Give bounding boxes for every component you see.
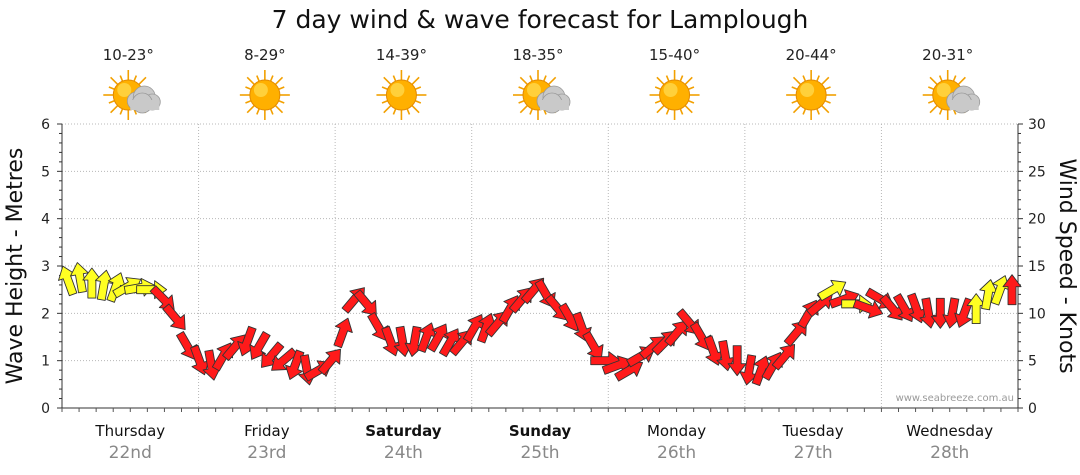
day-date: 23rd	[247, 443, 286, 463]
temperature-labels: 10-23° 8-29° 14-39° 18-35° 15-40° 20-44° 20-31…	[103, 46, 974, 64]
day-temp: 20-31°	[922, 46, 973, 64]
partly-cloudy-icon	[513, 70, 571, 120]
left-tick-label: 4	[41, 212, 50, 228]
right-tick-label: 10	[1028, 306, 1046, 322]
day-name: Thursday	[94, 422, 165, 440]
wind-arrow	[285, 349, 305, 380]
wind-arrow	[806, 293, 833, 318]
chart-title: 7 day wind & wave forecast for Lamplough	[272, 5, 809, 34]
right-tick-label: 30	[1028, 117, 1046, 133]
wind-arrow	[582, 331, 604, 360]
wind-arrow	[727, 345, 747, 377]
right-axis-title: Wind Speed - Knots	[1054, 158, 1079, 373]
day-date: 28th	[930, 443, 969, 463]
left-axis: 0 1 2 3 4 5 6	[41, 117, 63, 417]
day-name: Tuesday	[782, 422, 844, 440]
partly-cloudy-icon	[922, 70, 981, 120]
right-tick-label: 25	[1028, 164, 1046, 180]
wind-arrow	[333, 317, 353, 349]
wind-arrow	[771, 343, 796, 371]
wind-arrow	[1002, 274, 1022, 306]
right-tick-label: 20	[1028, 212, 1046, 228]
wind-arrow	[249, 331, 271, 360]
day-date: 26th	[657, 443, 696, 463]
day-date: 22nd	[109, 443, 152, 463]
wind-arrows	[58, 262, 1022, 387]
sun-icon	[786, 70, 837, 120]
day-date: 27th	[794, 443, 833, 463]
day-name: Wednesday	[906, 422, 993, 440]
wind-arrow	[930, 297, 950, 329]
day-temp: 8-29°	[244, 46, 286, 64]
day-name: Sunday	[509, 422, 572, 440]
day-temp: 20-44°	[786, 46, 837, 64]
day-name: Friday	[244, 422, 290, 440]
wind-arrow	[783, 320, 808, 347]
left-tick-label: 0	[41, 401, 50, 417]
right-tick-label: 5	[1028, 354, 1037, 370]
left-tick-label: 6	[41, 117, 50, 133]
wind-arrow	[162, 303, 186, 331]
wind-arrow	[817, 279, 847, 302]
right-tick-label: 0	[1028, 401, 1037, 417]
day-temp: 14-39°	[376, 46, 427, 64]
credit-text: www.seabreeze.com.au	[896, 393, 1014, 404]
wind-arrow	[317, 348, 341, 376]
partly-cloudy-icon	[103, 70, 161, 120]
right-axis: 0 5 10 15 20 25 30	[1017, 117, 1046, 417]
sun-icon	[649, 70, 700, 120]
left-tick-label: 2	[41, 306, 50, 322]
left-tick-label: 1	[41, 354, 50, 370]
wind-arrow	[70, 262, 89, 294]
left-tick-label: 5	[41, 164, 50, 180]
sun-icon	[376, 70, 427, 120]
day-temp: 15-40°	[649, 46, 700, 64]
wind-arrow	[852, 299, 884, 319]
wind-arrow	[271, 347, 298, 371]
wind-arrow	[353, 289, 377, 316]
day-labels: Thursday 22nd Friday 23rd Saturday 24th Sunday…	[61, 408, 1019, 463]
day-date: 25th	[520, 443, 559, 463]
day-name: Saturday	[365, 422, 442, 440]
weather-icons	[103, 70, 981, 120]
day-temp: 10-23°	[103, 46, 154, 64]
wind-arrow	[427, 323, 449, 353]
sun-icon	[239, 70, 290, 120]
left-tick-label: 3	[41, 259, 50, 275]
right-tick-label: 15	[1028, 259, 1046, 275]
wind-arrow	[664, 320, 688, 347]
day-temp: 18-35°	[512, 46, 563, 64]
day-name: Monday	[647, 422, 706, 440]
left-axis-title: Wave Height - Metres	[3, 148, 28, 385]
day-date: 24th	[384, 443, 423, 463]
wind-arrow	[149, 285, 175, 311]
wind-arrow	[367, 312, 389, 341]
